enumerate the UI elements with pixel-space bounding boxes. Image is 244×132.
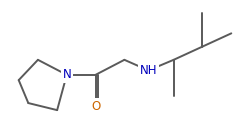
Text: NH: NH [140, 64, 157, 77]
Text: N: N [62, 68, 71, 81]
Text: O: O [91, 100, 100, 113]
